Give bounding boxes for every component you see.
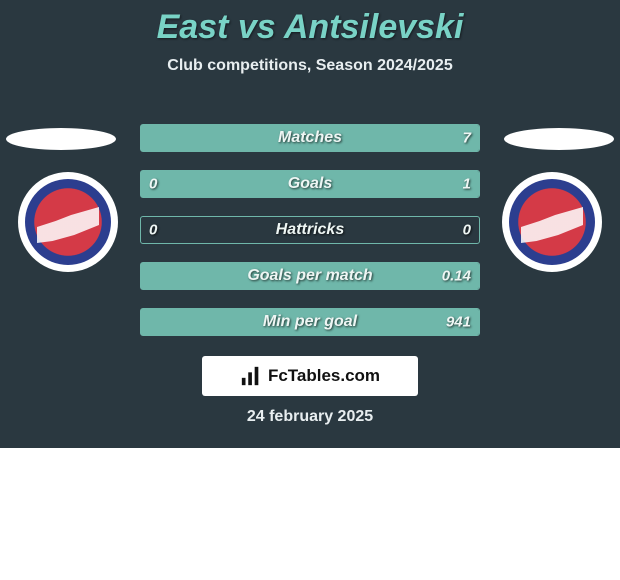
player1-shadow-ellipse [6, 128, 116, 150]
stat-value-left: 0 [149, 222, 157, 239]
stat-value-right: 0 [463, 222, 471, 239]
stat-row: Matches 7 [140, 124, 480, 152]
player1-name: East [157, 8, 229, 46]
stat-row: Min per goal 941 [140, 308, 480, 336]
subtitle: Club competitions, Season 2024/2025 [0, 57, 620, 75]
stat-value-right: 941 [446, 314, 471, 331]
stats-list: Matches 7 0 Goals 1 0 Hattricks 0 Goals per matc… [140, 124, 480, 336]
stat-row: Goals per match 0.14 [140, 262, 480, 290]
stat-label: Min per goal [263, 313, 357, 331]
stat-value-right: 7 [463, 130, 471, 147]
brand-badge: FcTables.com [202, 356, 418, 396]
stat-value-left: 0 [149, 176, 157, 193]
player2-shadow-ellipse [504, 128, 614, 150]
stat-label: Matches [278, 129, 342, 147]
date-label: 24 february 2025 [0, 408, 620, 426]
stat-value-right: 1 [463, 176, 471, 193]
player2-name: Antsilevski [284, 8, 464, 46]
comparison-card: East vs Antsilevski Club competitions, S… [0, 0, 620, 448]
player2-club-badge [502, 172, 602, 272]
stat-row: 0 Goals 1 [140, 170, 480, 198]
stat-label: Goals [288, 175, 332, 193]
page-title: East vs Antsilevski [0, 0, 620, 47]
brand-text: FcTables.com [268, 366, 380, 386]
club-crest-icon [25, 179, 111, 265]
player1-club-badge [18, 172, 118, 272]
vs-label: vs [238, 8, 276, 46]
bar-chart-icon [240, 365, 262, 387]
stat-row: 0 Hattricks 0 [140, 216, 480, 244]
stat-label: Goals per match [247, 267, 372, 285]
club-crest-icon [509, 179, 595, 265]
stat-label: Hattricks [276, 221, 344, 239]
stat-value-right: 0.14 [442, 268, 471, 285]
